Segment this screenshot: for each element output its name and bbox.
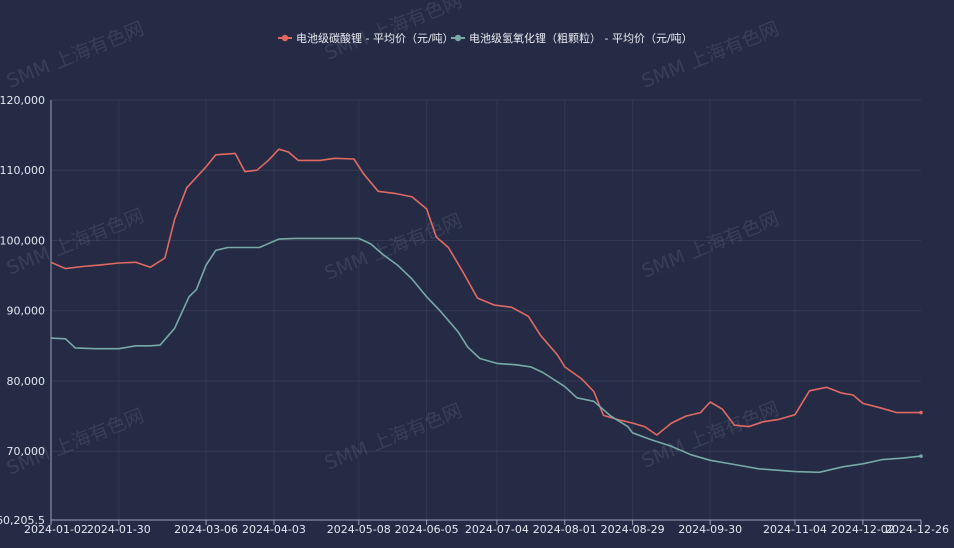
legend-dot-icon — [454, 34, 462, 42]
legend-item-2[interactable]: 电池级氢氧化锂（粗颗粒） - 平均价（元/吨） — [451, 31, 693, 45]
x-tick-label: 2024-06-05 — [395, 523, 459, 536]
x-tick-label: 2024-04-03 — [242, 523, 306, 536]
y-tick-label: 70,000 — [7, 445, 46, 458]
legend[interactable]: 电池级碳酸锂 - 平均价（元/吨） 电池级氢氧化锂（粗颗粒） - 平均价（元/吨） — [278, 31, 693, 45]
x-tick-label: 2024-05-08 — [327, 523, 391, 536]
y-tick-label: 110,000 — [0, 164, 45, 177]
legend-label: 电池级碳酸锂 - 平均价（元/吨） — [296, 31, 454, 45]
watermark-text: SMM 上海有色网 — [4, 405, 148, 480]
x-tick-label: 2024-12-26 — [885, 523, 949, 536]
series-line-1 — [50, 148, 921, 436]
y-tick-label: 80,000 — [7, 375, 46, 388]
grid-lines — [51, 99, 921, 520]
watermark-text: SMM 上海有色网 — [322, 400, 466, 475]
legend-item-1[interactable]: 电池级碳酸锂 - 平均价（元/吨） — [278, 31, 454, 45]
x-tick-label: 2024-08-29 — [601, 523, 665, 536]
legend-dot-icon — [281, 34, 289, 42]
y-tick-label: 120,000 — [0, 94, 45, 107]
y-tick-label: 60,205.5 — [0, 514, 45, 527]
x-tick-label: 2024-09-30 — [678, 523, 742, 536]
axes: 60,205.5 70,000 80,000 90,000 100,000 110,000… — [0, 94, 949, 536]
watermark-layer: SMM 上海有色网 SMM 上海有色网 SMM 上海有色网 SMM 上海有色网 … — [4, 0, 783, 480]
series-layer — [50, 148, 923, 474]
x-tick-label: 2024-08-01 — [533, 523, 597, 536]
series-end-point-1 — [919, 410, 923, 415]
y-tick-label: 90,000 — [7, 305, 46, 318]
x-tick-label: 2024-01-02 — [24, 523, 88, 536]
x-tick-label: 2024-01-30 — [87, 523, 151, 536]
y-tick-label: 100,000 — [0, 234, 45, 247]
watermark-text: SMM 上海有色网 — [4, 18, 148, 93]
x-tick-label: 2024-12-02 — [831, 523, 895, 536]
series-end-point-2 — [919, 454, 923, 458]
x-tick-label: 2024-07-04 — [465, 523, 529, 536]
watermark-text: SMM 上海有色网 — [322, 210, 466, 285]
watermark-text: SMM 上海有色网 — [639, 18, 783, 93]
series-line-2 — [50, 237, 922, 474]
x-tick-label: 2024-03-06 — [174, 523, 238, 536]
legend-label: 电池级氢氧化锂（粗颗粒） - 平均价（元/吨） — [469, 31, 693, 45]
x-tick-label: 2024-11-04 — [763, 523, 827, 536]
